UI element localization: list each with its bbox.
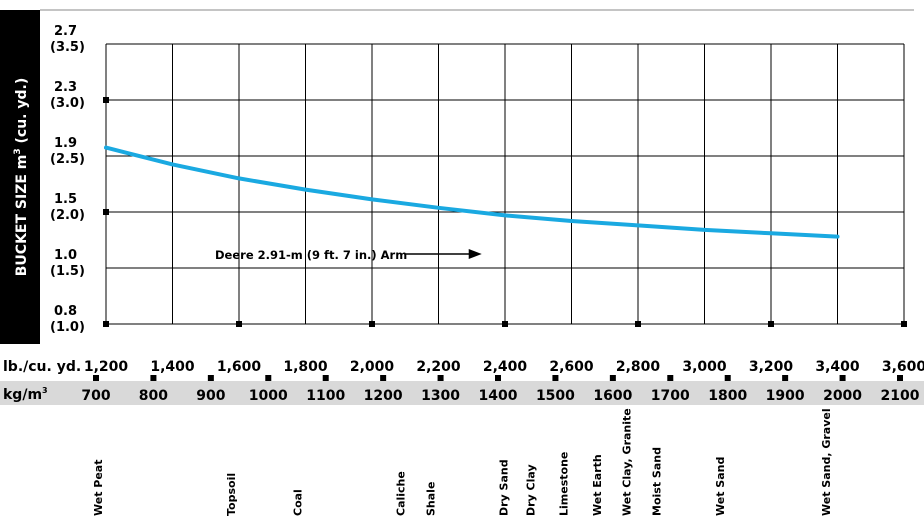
kg-tick-label: 1500: [536, 388, 575, 404]
kg-tick-label: 2000: [823, 388, 862, 404]
y-tick-label-metric: 1.5: [54, 192, 77, 207]
y-tick-label-metric: 2.7: [54, 24, 77, 39]
x-tick-label: 2,800: [616, 359, 661, 375]
y-tick-label-imperial: (2.0): [50, 208, 85, 223]
x-tick-label: 1,400: [150, 359, 195, 375]
kg-tick-mark: [322, 375, 329, 381]
plot-area: [103, 43, 907, 327]
kg-axis-band: [0, 381, 924, 405]
kg-tick-mark: [782, 375, 789, 381]
material-label: Wet Peat: [92, 460, 105, 517]
series-line-deere-arm: [104, 145, 840, 239]
x-tick-label: 3,600: [882, 359, 924, 375]
material-label: Wet Earth: [591, 454, 604, 516]
axis-marker: [502, 321, 508, 327]
axis-marker: [369, 321, 375, 327]
kg-tick-mark: [265, 375, 272, 381]
kg-tick-label: 1000: [249, 388, 288, 404]
x-tick-label: 3,000: [682, 359, 727, 375]
kg-axis-unit-superscript: 3: [42, 386, 48, 395]
y-axis-title: BUCKET SIZE m3 (cu. yd.): [13, 78, 30, 277]
x-tick-label: 1,800: [283, 359, 328, 375]
axis-marker: [635, 321, 641, 327]
y-tick-label-imperial: (2.5): [50, 152, 85, 167]
material-label: Moist Sand: [651, 447, 664, 516]
x-tick-label: 1,600: [217, 359, 262, 375]
kg-tick-mark: [380, 375, 387, 381]
axis-marker: [103, 97, 109, 103]
axis-marker: [236, 321, 242, 327]
material-label: Dry Clay: [524, 464, 537, 516]
y-tick-label-imperial: (1.0): [50, 320, 85, 335]
material-label: Limestone: [558, 452, 571, 516]
x-tick-label: 2,400: [483, 359, 528, 375]
material-label: Shale: [425, 482, 438, 516]
x-tick-label: 2,200: [416, 359, 461, 375]
x-tick-label: 2,600: [549, 359, 594, 375]
y-tick-label-imperial: (3.5): [50, 40, 85, 55]
kg-tick-mark: [839, 375, 846, 381]
kg-tick-label: 1300: [421, 388, 460, 404]
kg-tick-mark: [150, 375, 157, 381]
kg-tick-mark: [437, 375, 444, 381]
series-annotation-label: Deere 2.91-m (9 ft. 7 in.) Arm: [215, 248, 407, 262]
y-axis-title-panel: [0, 10, 40, 344]
kg-tick-label: 1200: [364, 388, 403, 404]
kg-tick-mark: [667, 375, 674, 381]
kg-tick-mark: [897, 375, 903, 381]
annotation-arrowhead: [468, 249, 482, 259]
material-label: Caliche: [395, 471, 408, 516]
x-axis-unit-label: lb./cu. yd.: [3, 359, 81, 375]
material-label: Wet Sand, Gravel: [820, 408, 833, 516]
kg-tick-label: 1100: [306, 388, 345, 404]
kg-tick-label: 800: [139, 388, 168, 404]
axis-marker: [768, 321, 774, 327]
kg-tick-mark: [609, 375, 616, 381]
kg-tick-label: 700: [81, 388, 110, 404]
x-tick-label: 1,200: [84, 359, 129, 375]
material-label: Wet Clay, Granite: [621, 408, 634, 516]
x-tick-label: 3,400: [815, 359, 860, 375]
y-axis-title-superscript: 3: [13, 148, 23, 154]
y-tick-label-metric: 1.0: [54, 248, 77, 263]
kg-tick-mark: [495, 375, 501, 381]
y-tick-label-metric: 0.8: [54, 304, 77, 319]
kg-tick-label: 2100: [881, 388, 920, 404]
material-label: Wet Sand: [714, 457, 727, 516]
x-tick-label: 2,000: [350, 359, 395, 375]
x-tick-label: 3,200: [749, 359, 794, 375]
y-tick-label-metric: 1.9: [54, 136, 77, 151]
y-tick-label-imperial: (1.5): [50, 264, 85, 279]
material-label: Coal: [292, 489, 305, 516]
axis-marker: [103, 209, 109, 215]
kg-tick-mark: [724, 375, 731, 381]
material-label: Dry Sand: [498, 459, 511, 516]
kg-tick-label: 900: [196, 388, 225, 404]
kg-tick-mark: [207, 375, 214, 381]
kg-tick-label: 1900: [766, 388, 805, 404]
axis-marker: [103, 321, 109, 327]
y-tick-label-metric: 2.3: [54, 80, 77, 95]
material-label: Topsoil: [225, 473, 238, 516]
kg-tick-mark: [552, 375, 559, 381]
axis-marker: [901, 321, 907, 327]
kg-tick-label: 1800: [708, 388, 747, 404]
kg-tick-label: 1600: [593, 388, 632, 404]
kg-tick-mark: [93, 375, 99, 381]
kg-tick-label: 1700: [651, 388, 690, 404]
y-tick-label-imperial: (3.0): [50, 96, 85, 111]
kg-axis-unit-label: kg/m3: [3, 386, 48, 403]
kg-tick-label: 1400: [479, 388, 518, 404]
